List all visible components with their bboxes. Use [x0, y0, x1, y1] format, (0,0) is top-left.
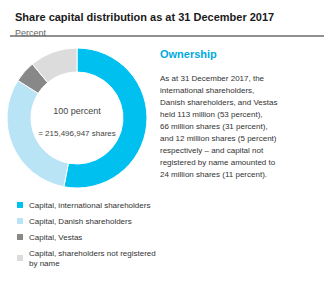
svg-text:Danish shareholders, and Vesta: Danish shareholders, and Vestas — [160, 98, 277, 107]
svg-text:As at 31 December 2017, the: As at 31 December 2017, the — [160, 74, 265, 83]
svg-text:Capital, Danish shareholders: Capital, Danish shareholders — [29, 217, 132, 226]
svg-text:Capital, shareholders not regi: Capital, shareholders not registered — [29, 249, 156, 258]
svg-text:Capital, international shareho: Capital, international shareholders — [29, 201, 150, 210]
svg-text:= 215,496,947 shares: = 215,496,947 shares — [38, 129, 116, 138]
svg-text:registered by name amounted to: registered by name amounted to — [160, 158, 276, 167]
svg-text:and 12 million shares (5 perce: and 12 million shares (5 percent) — [160, 134, 277, 143]
svg-text:by name: by name — [29, 259, 60, 268]
svg-text:66 million shares (31 percent): 66 million shares (31 percent), — [160, 122, 268, 131]
svg-text:Ownership: Ownership — [160, 48, 217, 60]
svg-text:100 percent: 100 percent — [53, 106, 101, 116]
svg-text:respectively – and capital not: respectively – and capital not — [160, 146, 264, 155]
svg-text:Capital, Vestas: Capital, Vestas — [29, 233, 82, 242]
svg-text:24 million shares (11 percent): 24 million shares (11 percent). — [160, 170, 267, 179]
svg-text:Share capital distribution as: Share capital distribution as at 31 Dece… — [15, 11, 274, 23]
svg-text:international shareholders,: international shareholders, — [160, 86, 254, 95]
svg-text:Percent: Percent — [15, 28, 47, 38]
svg-text:held 113 million (53 percent),: held 113 million (53 percent), — [160, 110, 263, 119]
